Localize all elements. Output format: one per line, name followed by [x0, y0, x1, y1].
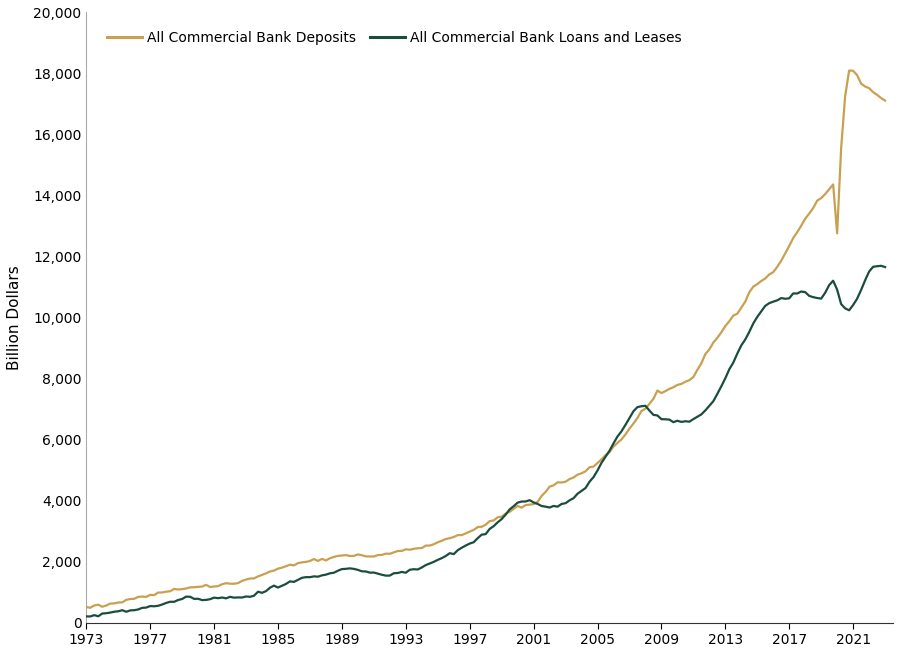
All Commercial Bank Deposits	[157, 589, 167, 596]
Legend: All Commercial Bank Deposits, All Commercial Bank Loans and Leases: All Commercial Bank Deposits, All Commer…	[102, 26, 688, 50]
All Commercial Bank Deposits	[85, 604, 95, 611]
All Commercial Bank Loans and Leases	[85, 613, 95, 621]
All Commercial Bank Deposits	[879, 97, 890, 105]
Line: All Commercial Bank Loans and Leases: All Commercial Bank Loans and Leases	[86, 266, 885, 617]
All Commercial Bank Deposits	[89, 602, 100, 610]
All Commercial Bank Deposits	[815, 194, 826, 202]
All Commercial Bank Loans and Leases	[879, 263, 890, 271]
All Commercial Bank Loans and Leases	[89, 611, 100, 619]
Line: All Commercial Bank Deposits: All Commercial Bank Deposits	[86, 71, 885, 608]
All Commercial Bank Loans and Leases	[420, 561, 431, 569]
All Commercial Bank Loans and Leases	[157, 600, 167, 608]
All Commercial Bank Deposits	[843, 67, 854, 75]
All Commercial Bank Deposits	[81, 603, 92, 611]
All Commercial Bank Loans and Leases	[81, 612, 92, 620]
All Commercial Bank Deposits	[420, 542, 431, 549]
All Commercial Bank Loans and Leases	[815, 295, 826, 303]
All Commercial Bank Loans and Leases	[876, 262, 886, 269]
Y-axis label: Billion Dollars: Billion Dollars	[7, 265, 22, 370]
All Commercial Bank Loans and Leases	[517, 498, 527, 506]
All Commercial Bank Loans and Leases	[376, 571, 387, 579]
All Commercial Bank Deposits	[376, 551, 387, 559]
All Commercial Bank Deposits	[517, 504, 527, 511]
